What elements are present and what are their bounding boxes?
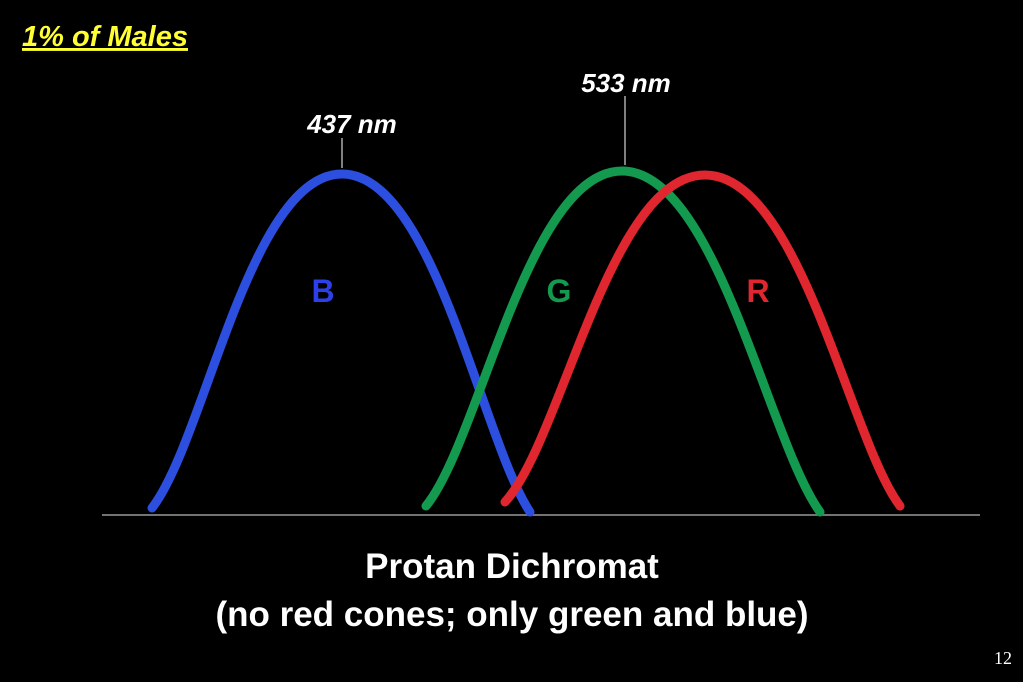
peak-label: 437 nm	[306, 109, 397, 139]
blue-curve	[147, 169, 535, 517]
page-number: 12	[994, 648, 1012, 668]
green-curve	[421, 166, 825, 517]
slide-title: 1% of Males	[22, 21, 188, 53]
curve-label: B	[311, 273, 334, 309]
caption-line: (no red cones; only green and blue)	[215, 595, 808, 634]
red-curve	[500, 170, 905, 511]
curve-label: G	[547, 273, 572, 309]
peak-label: 533 nm	[581, 68, 671, 98]
caption-line: Protan Dichromat	[365, 547, 659, 586]
curve-label: R	[746, 273, 769, 309]
